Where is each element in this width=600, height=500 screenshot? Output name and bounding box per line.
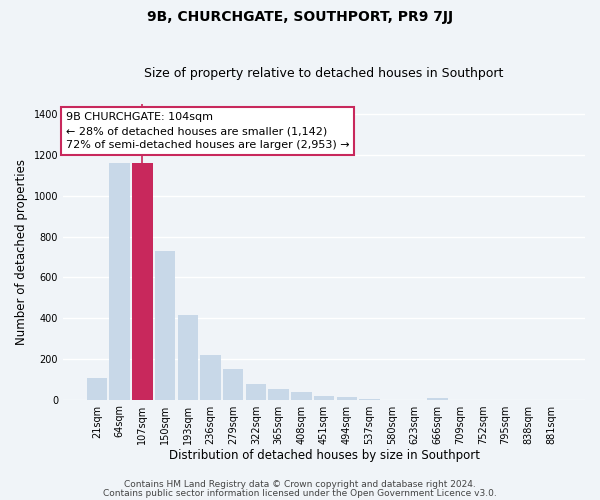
Bar — [200, 355, 221, 400]
Text: 9B CHURCHGATE: 104sqm
← 28% of detached houses are smaller (1,142)
72% of semi-d: 9B CHURCHGATE: 104sqm ← 28% of detached … — [65, 112, 349, 150]
Bar — [178, 315, 198, 400]
Bar — [427, 398, 448, 400]
Bar — [337, 396, 357, 400]
Text: 9B, CHURCHGATE, SOUTHPORT, PR9 7JJ: 9B, CHURCHGATE, SOUTHPORT, PR9 7JJ — [147, 10, 453, 24]
Y-axis label: Number of detached properties: Number of detached properties — [15, 159, 28, 345]
Bar — [359, 398, 380, 400]
Bar — [291, 392, 311, 400]
Text: Contains public sector information licensed under the Open Government Licence v3: Contains public sector information licen… — [103, 488, 497, 498]
Bar — [223, 370, 244, 400]
Bar — [87, 378, 107, 400]
Bar — [109, 164, 130, 400]
X-axis label: Distribution of detached houses by size in Southport: Distribution of detached houses by size … — [169, 450, 479, 462]
Bar — [268, 390, 289, 400]
Title: Size of property relative to detached houses in Southport: Size of property relative to detached ho… — [145, 66, 504, 80]
Bar — [155, 251, 175, 400]
Bar — [132, 164, 152, 400]
Bar — [314, 396, 334, 400]
Text: Contains HM Land Registry data © Crown copyright and database right 2024.: Contains HM Land Registry data © Crown c… — [124, 480, 476, 489]
Bar — [245, 384, 266, 400]
